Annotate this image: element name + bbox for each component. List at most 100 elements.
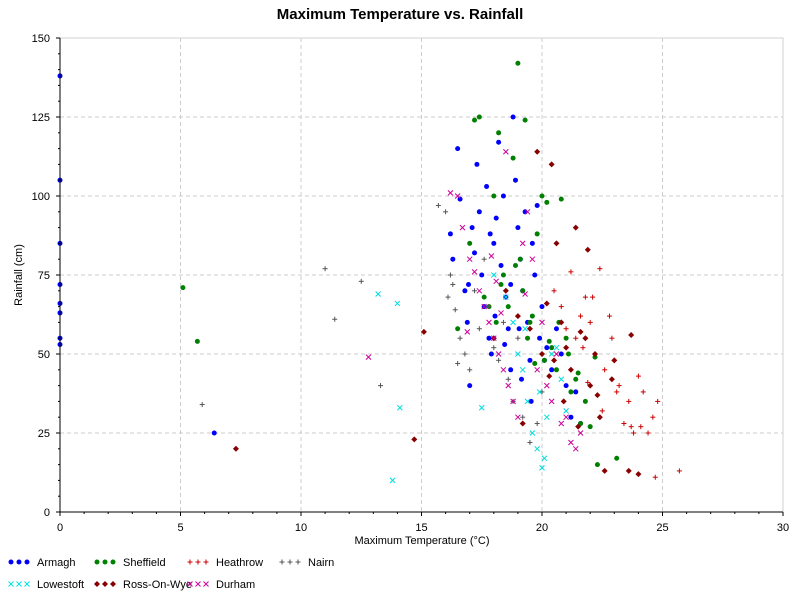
data-point [411,436,418,443]
data-point [515,335,521,341]
data-point [563,414,569,421]
legend-marker [295,559,301,565]
data-point [322,266,328,272]
data-point [491,193,497,199]
data-point [608,376,615,383]
data-point [539,351,545,357]
data-point [491,240,497,246]
legend-marker [8,559,14,565]
data-point [467,367,473,373]
data-point [548,398,555,405]
legend-marker [94,559,100,565]
data-point [524,208,531,215]
data-point [488,351,494,357]
data-point [498,263,504,269]
data-point [510,114,516,120]
data-point [479,272,485,278]
legend-marker [110,559,116,565]
legend-marker [195,559,201,565]
data-point [472,117,478,123]
data-point [563,408,569,414]
data-point [536,389,543,395]
data-point [563,326,569,332]
data-point [500,272,506,278]
data-point [594,462,600,468]
data-point [631,430,637,436]
series-heathrow [551,266,682,480]
data-point [558,319,565,326]
data-point [502,294,509,300]
data-point [548,351,555,357]
data-point [481,303,488,310]
y-tick-label: 50 [38,349,50,361]
data-point [455,360,461,366]
legend-label: Heathrow [216,557,263,569]
data-point [572,224,579,231]
data-point [563,383,569,389]
data-point [578,313,584,319]
legend-item: Nairn [279,557,334,569]
data-point [180,285,186,291]
data-point [476,326,482,332]
data-point [516,326,522,332]
data-point [527,439,533,445]
data-point [543,414,550,421]
series-nairn [199,202,545,445]
data-point [640,389,646,395]
legend-label: Sheffield [123,557,166,569]
data-point [568,389,574,395]
data-point [563,335,569,341]
data-point [512,177,518,183]
legend-item: Heathrow [187,557,263,569]
data-point [676,468,682,474]
data-point [396,404,403,411]
data-point [573,335,579,341]
data-point [558,420,565,427]
legend-marker [187,581,193,587]
data-point [512,263,518,269]
data-point [553,351,560,357]
data-point [515,60,521,66]
data-point [568,269,574,275]
legend-item: Durham [187,579,255,591]
data-point [496,357,502,363]
data-point [543,382,550,389]
series-durham [365,148,584,452]
x-tick-label: 25 [656,522,668,534]
data-point [447,231,453,237]
data-point [478,404,485,411]
data-point [601,467,608,474]
legend-label: Armagh [37,557,76,569]
data-point [614,389,620,395]
data-point [459,224,466,231]
data-point [471,268,478,275]
data-point [594,392,601,399]
series-sheffield [180,60,620,468]
y-tick-label: 25 [38,428,50,440]
data-point [450,256,456,262]
data-point [527,357,533,363]
data-point [551,288,557,294]
data-point [602,367,608,373]
data-point [465,281,471,287]
data-point [580,345,586,351]
data-point [522,117,528,123]
data-point [522,325,528,332]
data-point [474,161,480,167]
x-tick-label: 10 [295,522,307,534]
data-point [587,319,593,325]
data-point [505,326,511,332]
data-point [534,202,540,208]
data-point [566,351,572,357]
data-point [464,319,470,325]
legend-label: Ross-On-Wye [123,579,192,591]
data-point [539,319,545,326]
axis-ticks: 0 5 10 15 20 25 30 0 25 50 75 100 125 150 [32,33,789,534]
data-point [582,335,589,342]
legend-marker [110,581,116,587]
y-tick-label: 150 [32,33,50,45]
data-point [488,253,495,259]
data-point [578,421,584,427]
data-point [389,477,396,484]
